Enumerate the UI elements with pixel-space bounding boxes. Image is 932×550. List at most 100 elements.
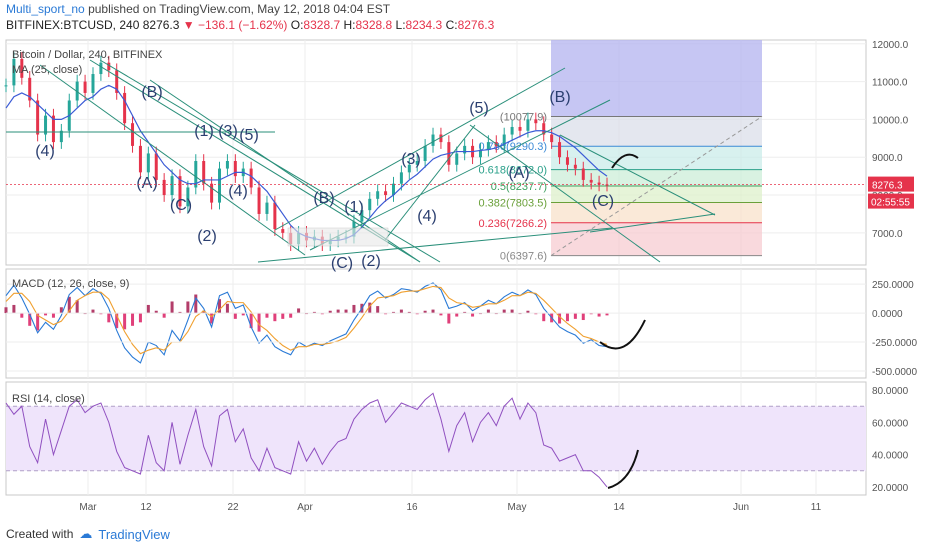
macd-histogram-bar bbox=[4, 307, 8, 314]
tradingview-cloud-icon: ☁ bbox=[79, 526, 93, 541]
candle-body bbox=[59, 130, 63, 143]
price-change: −136.1 (−1.62%) bbox=[198, 18, 288, 32]
macd-histogram-bar bbox=[415, 313, 419, 315]
candle-body bbox=[463, 145, 467, 154]
candle-body bbox=[589, 179, 593, 183]
candle-body bbox=[281, 229, 285, 233]
candle-body bbox=[368, 198, 372, 211]
close-value: 8276.3 bbox=[457, 18, 495, 32]
macd-histogram-bar bbox=[178, 311, 182, 314]
macd-histogram-bar bbox=[399, 309, 403, 314]
candle-body bbox=[107, 62, 111, 71]
wave-label: (A) bbox=[508, 165, 529, 182]
candle-body bbox=[202, 161, 206, 184]
macd-histogram-bar bbox=[154, 310, 158, 314]
last-price: 8276.3 bbox=[142, 18, 180, 32]
macd-histogram-bar bbox=[328, 310, 332, 314]
author-link[interactable]: Multi_sport_no bbox=[6, 2, 85, 16]
x-tick-label: May bbox=[508, 502, 527, 513]
price-y-tick: 9000.0 bbox=[872, 153, 903, 164]
candle-body bbox=[210, 183, 214, 203]
candle-body bbox=[486, 142, 490, 150]
fib-label: 0(6397.6) bbox=[500, 251, 547, 263]
wave-label: (B) bbox=[549, 89, 570, 106]
fib-zone bbox=[551, 202, 762, 223]
trendline bbox=[257, 227, 613, 263]
candle-body bbox=[99, 62, 103, 75]
macd-histogram-bar bbox=[225, 303, 229, 314]
rsi-y-tick: 20.0000 bbox=[872, 483, 909, 494]
rsi-y-tick: 80.0000 bbox=[872, 386, 909, 397]
last-price-label: 8276.3 bbox=[872, 181, 903, 192]
wave-label: (3) bbox=[401, 151, 421, 168]
candle-body bbox=[225, 161, 229, 169]
macd-histogram-bar bbox=[67, 296, 71, 314]
wave-label: (C) bbox=[592, 193, 614, 210]
chart-title: Bitcoin / Dollar, 240, BITFINEX bbox=[12, 49, 163, 61]
macd-histogram-bar bbox=[265, 313, 269, 318]
x-tick-label: 14 bbox=[613, 502, 625, 513]
candle-body bbox=[178, 176, 182, 207]
macd-histogram-bar bbox=[407, 311, 411, 314]
price-y-tick: 10000.0 bbox=[872, 115, 909, 126]
macd-histogram-bar bbox=[257, 313, 261, 332]
wave-label: (4) bbox=[417, 208, 437, 225]
candle-body bbox=[233, 161, 237, 177]
macd-histogram-bar bbox=[455, 313, 459, 317]
rsi-band bbox=[6, 406, 866, 471]
macd-histogram-bar bbox=[352, 304, 356, 314]
wave-label: (5) bbox=[239, 127, 259, 144]
candle-body bbox=[597, 182, 601, 185]
candle-body bbox=[384, 191, 388, 196]
fib-label: 0.5(8237.7) bbox=[491, 181, 547, 193]
macd-histogram-bar bbox=[486, 309, 490, 314]
candle-body bbox=[265, 202, 269, 214]
candle-body bbox=[550, 134, 554, 143]
candle-body bbox=[273, 202, 277, 230]
macd-histogram-bar bbox=[344, 309, 348, 314]
fib-zone bbox=[551, 116, 762, 147]
macd-histogram-bar bbox=[91, 309, 95, 314]
close-label: C: bbox=[445, 18, 458, 32]
wave-label: (2) bbox=[361, 253, 381, 270]
wave-label: (B) bbox=[141, 84, 162, 101]
high-value: 8328.8 bbox=[355, 18, 393, 32]
macd-histogram-bar bbox=[131, 313, 135, 326]
candle-body bbox=[573, 164, 577, 169]
projection-arc bbox=[611, 153, 639, 169]
macd-histogram-bar bbox=[194, 294, 198, 314]
macd-histogram-bar bbox=[447, 313, 451, 324]
low-label: L: bbox=[395, 18, 406, 32]
wave-label: (2) bbox=[197, 228, 217, 245]
ma-indicator-label: MA (25, close) bbox=[12, 64, 82, 76]
macd-title: MACD (12, 26, close, 9) bbox=[12, 278, 129, 290]
macd-histogram-bar bbox=[241, 313, 245, 316]
candle-body bbox=[51, 115, 55, 143]
publish-header: Multi_sport_no published on TradingView.… bbox=[6, 2, 390, 16]
candle-body bbox=[478, 149, 482, 158]
wave-label: (4) bbox=[228, 183, 248, 200]
price-y-tick: 11000.0 bbox=[872, 78, 908, 89]
x-tick-label: 12 bbox=[140, 502, 152, 513]
macd-histogram-bar bbox=[589, 313, 593, 315]
macd-histogram-bar bbox=[336, 309, 340, 314]
macd-histogram-bar bbox=[273, 313, 277, 322]
macd-histogram-bar bbox=[312, 311, 316, 314]
tradingview-brand[interactable]: TradingView bbox=[98, 526, 170, 542]
high-label: H: bbox=[343, 18, 356, 32]
publish-info: published on TradingView.com, May 12, 20… bbox=[88, 2, 391, 16]
chart-canvas[interactable]: Mar1222Apr16May14Jun117000.08000.09000.0… bbox=[0, 36, 932, 520]
macd-histogram-bar bbox=[320, 313, 324, 315]
candle-body bbox=[518, 126, 522, 131]
wave-label: (A) bbox=[136, 175, 157, 192]
macd-histogram-bar bbox=[28, 313, 32, 326]
wave-label: (1) bbox=[194, 123, 214, 140]
trendline bbox=[384, 124, 476, 241]
candle-body bbox=[20, 58, 24, 78]
candle-body bbox=[455, 153, 459, 165]
macd-histogram-bar bbox=[281, 313, 285, 319]
open-label: O: bbox=[290, 18, 304, 32]
macd-histogram-bar bbox=[20, 313, 24, 318]
macd-histogram-bar bbox=[12, 304, 16, 314]
rsi-title: RSI (14, close) bbox=[12, 393, 85, 405]
